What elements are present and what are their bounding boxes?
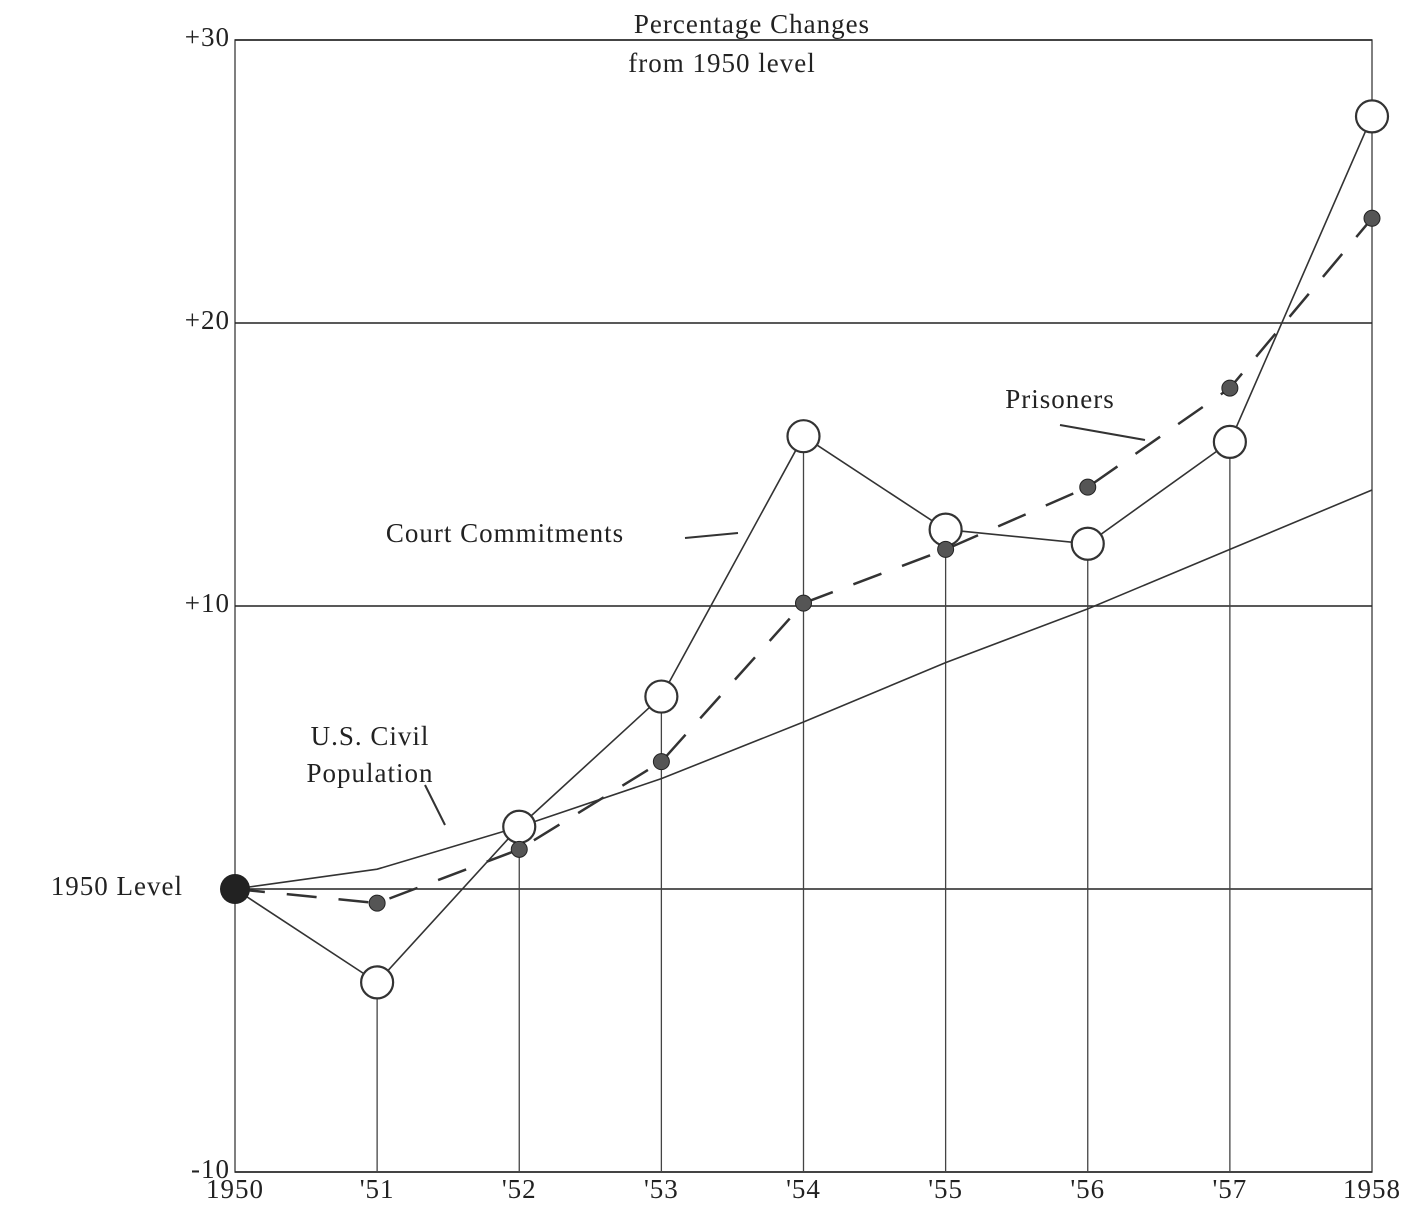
chart-subtitle: from 1950 level <box>628 48 815 78</box>
x-tick-label: '51 <box>360 1174 395 1204</box>
point <box>652 753 670 771</box>
point <box>1363 209 1381 227</box>
series-line <box>234 217 1373 905</box>
x-tick-label: 1950 <box>206 1174 264 1204</box>
x-tick-label: '52 <box>502 1174 537 1204</box>
x-tick-label: 1958 <box>1343 1174 1401 1204</box>
y-tick-label: 1950 Level <box>51 871 183 901</box>
x-tick-label: '56 <box>1070 1174 1105 1204</box>
x-tick-label: '53 <box>644 1174 679 1204</box>
point <box>368 894 386 912</box>
point <box>510 840 528 858</box>
point <box>1070 526 1105 561</box>
point <box>1354 99 1390 134</box>
y-tick-label: +10 <box>185 588 230 618</box>
point <box>786 419 821 454</box>
y-tick-label: +20 <box>185 305 230 335</box>
y-tick-label: +30 <box>185 22 230 52</box>
x-tick-label: '55 <box>928 1174 963 1204</box>
series-label: U.S. Civil Population <box>306 721 434 788</box>
point <box>1079 478 1097 496</box>
point <box>1212 424 1247 459</box>
series-line <box>234 489 1373 890</box>
point <box>360 965 395 1000</box>
series-label: Court Commitments <box>385 518 625 548</box>
x-tick-label: '54 <box>786 1174 821 1204</box>
origin-point <box>220 874 250 904</box>
point <box>928 512 963 547</box>
arrow <box>424 784 446 826</box>
chart-title: Percentage Changes <box>634 9 870 39</box>
arrow <box>1059 424 1146 441</box>
arrow <box>684 532 739 539</box>
point <box>795 594 812 612</box>
series-label: Prisoners <box>1005 384 1115 414</box>
point <box>502 809 537 844</box>
point <box>644 679 679 714</box>
point <box>1221 379 1239 397</box>
y-tick-label: -10 <box>191 1154 230 1184</box>
x-tick-label: '57 <box>1212 1174 1247 1204</box>
point <box>937 540 955 558</box>
